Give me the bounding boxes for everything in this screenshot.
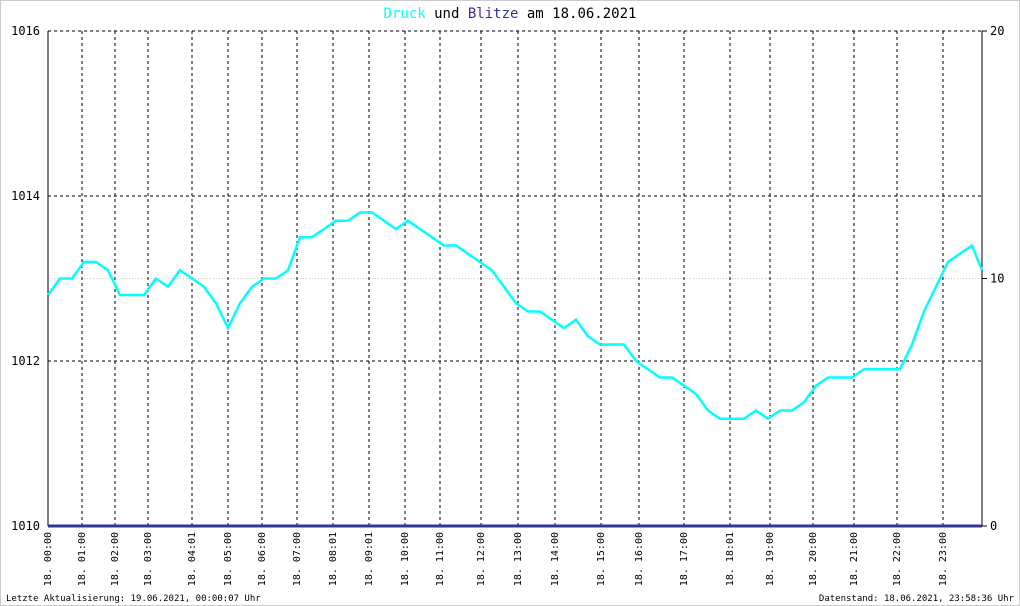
x-tick-label: 18. 00:00 (43, 532, 54, 586)
x-tick-label: 18. 07:00 (292, 532, 303, 586)
footer-left: Letzte Aktualisierung: 19.06.2021, 00:00… (6, 594, 261, 604)
title-series-2: Blitze (468, 6, 519, 22)
x-tick-label: 18. 19:00 (765, 532, 776, 586)
y-tick-label: 1014 (11, 189, 40, 203)
y-tick-label: 1012 (11, 354, 40, 368)
x-tick-label: 18. 18:01 (725, 532, 736, 586)
x-tick-label: 18. 16:00 (634, 532, 645, 586)
x-tick-label: 18. 11:00 (435, 532, 446, 586)
x-tick-label: 18. 02:00 (110, 532, 121, 586)
x-tick-label: 18. 12:00 (476, 532, 487, 586)
title-date: am 18.06.2021 (527, 6, 637, 22)
y2-tick-label: 10 (990, 272, 1004, 286)
x-tick-label: 18. 08:01 (328, 532, 339, 586)
x-tick-label: 18. 06:00 (257, 532, 268, 586)
footer-right: Datenstand: 18.06.2021, 23:58:36 Uhr (819, 594, 1015, 604)
x-tick-label: 18. 23:00 (938, 532, 949, 586)
x-tick-label: 18. 14:00 (550, 532, 561, 586)
x-tick-label: 18. 04:01 (187, 532, 198, 586)
x-tick-label: 18. 20:00 (808, 532, 819, 586)
x-tick-label: 18. 10:00 (400, 532, 411, 586)
y2-tick-label: 20 (990, 24, 1004, 38)
x-tick-label: 18. 21:00 (849, 532, 860, 586)
x-tick-label: 18. 01:00 (77, 532, 88, 586)
x-tick-label: 18. 09:01 (364, 532, 375, 586)
x-tick-label: 18. 17:00 (679, 532, 690, 586)
title-join: und (434, 6, 459, 22)
y-tick-label: 1016 (11, 24, 40, 38)
x-tick-label: 18. 05:00 (223, 532, 234, 586)
x-tick-label: 18. 15:00 (596, 532, 607, 586)
x-tick-label: 18. 22:00 (892, 532, 903, 586)
series-line (46, 211, 984, 421)
title-series-1: Druck (384, 6, 427, 22)
x-tick-label: 18. 13:00 (513, 532, 524, 586)
y-tick-label: 1010 (11, 519, 40, 533)
y2-tick-label: 0 (990, 519, 997, 533)
x-tick-label: 18. 03:00 (143, 532, 154, 586)
chart-title: Druck und Blitze am 18.06.2021 (384, 6, 637, 22)
